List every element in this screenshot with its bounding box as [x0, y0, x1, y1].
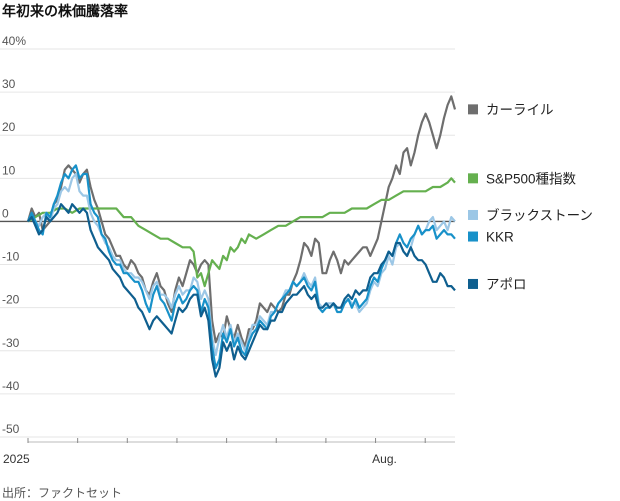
- y-tick-label: 10: [2, 163, 16, 177]
- series-line: [26, 95, 457, 348]
- y-tick-label: 40%: [2, 34, 26, 48]
- y-tick-label: 20: [2, 120, 16, 134]
- chart-title: 年初来の株価騰落率: [2, 4, 128, 20]
- legend-swatch: [468, 209, 478, 220]
- y-tick-label: -20: [2, 293, 20, 307]
- legend-label: KKR: [486, 230, 514, 245]
- y-tick-label: -30: [2, 336, 20, 350]
- legend-swatch: [468, 231, 478, 242]
- y-tick-label: -40: [2, 379, 20, 393]
- x-tick-label: 2025: [3, 452, 30, 466]
- series-line: [27, 172, 456, 357]
- y-tick-label: -50: [2, 422, 20, 436]
- y-tick-label: -10: [2, 250, 20, 264]
- series-line: [27, 177, 456, 288]
- legend-swatch: [468, 278, 478, 289]
- legend-label: アポロ: [486, 277, 527, 292]
- y-tick-label: 30: [2, 77, 16, 91]
- x-tick-label: Aug.: [372, 452, 397, 466]
- source-note: 出所：ファクトセット: [2, 486, 123, 500]
- legend-label: ブラックストーン: [486, 207, 593, 223]
- series-line: [27, 203, 456, 378]
- legend-label: S&P500種指数: [486, 171, 577, 186]
- legend-swatch: [468, 104, 478, 115]
- y-tick-label: 0: [2, 206, 9, 220]
- legend-label: カーライル: [486, 102, 554, 117]
- legend-swatch: [468, 173, 478, 184]
